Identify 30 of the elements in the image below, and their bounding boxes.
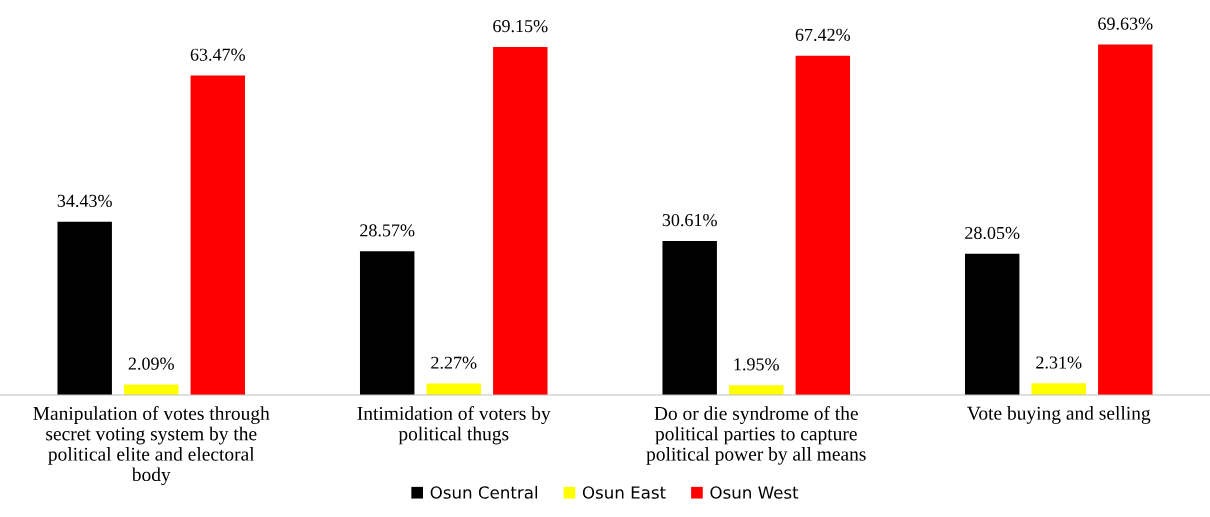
data-label: 28.57%: [360, 224, 415, 237]
x-tick-label: Vote buying and selling: [967, 406, 1151, 424]
data-label: 69.15%: [493, 19, 548, 33]
legend-label: Osun East: [582, 486, 666, 499]
x-tick-label: Do or die syndrome of the political parties to capture political power by all means: [646, 406, 866, 465]
data-label: 2.09%: [128, 357, 174, 370]
legend-label: Osun West: [710, 486, 799, 499]
data-label: 69.63%: [1098, 17, 1153, 30]
data-label: 30.61%: [662, 213, 717, 227]
data-label: 2.31%: [1036, 356, 1082, 369]
bar: [1031, 383, 1086, 395]
legend-label: Osun Central: [430, 485, 538, 499]
data-label: 34.43%: [57, 194, 112, 207]
bar: [57, 221, 112, 395]
bar: [795, 55, 851, 395]
data-label: 28.05%: [965, 226, 1020, 240]
bar: [190, 75, 246, 395]
bar: [662, 240, 717, 395]
x-tick-label: Intimidation of voters by political thugs: [357, 406, 551, 445]
data-label: 67.42%: [795, 28, 851, 41]
bar: [359, 251, 415, 395]
x-tick-label: Manipulation of votes through secret voting system by the political elite and electoral body: [33, 406, 270, 486]
bar: [964, 253, 1020, 395]
bar: [729, 385, 784, 395]
data-label: 2.27%: [431, 356, 477, 369]
bar: [124, 384, 179, 395]
data-label: 1.95%: [734, 358, 779, 371]
bar: [493, 46, 548, 395]
data-label: 63.47%: [190, 48, 246, 61]
bar: [1098, 44, 1153, 395]
